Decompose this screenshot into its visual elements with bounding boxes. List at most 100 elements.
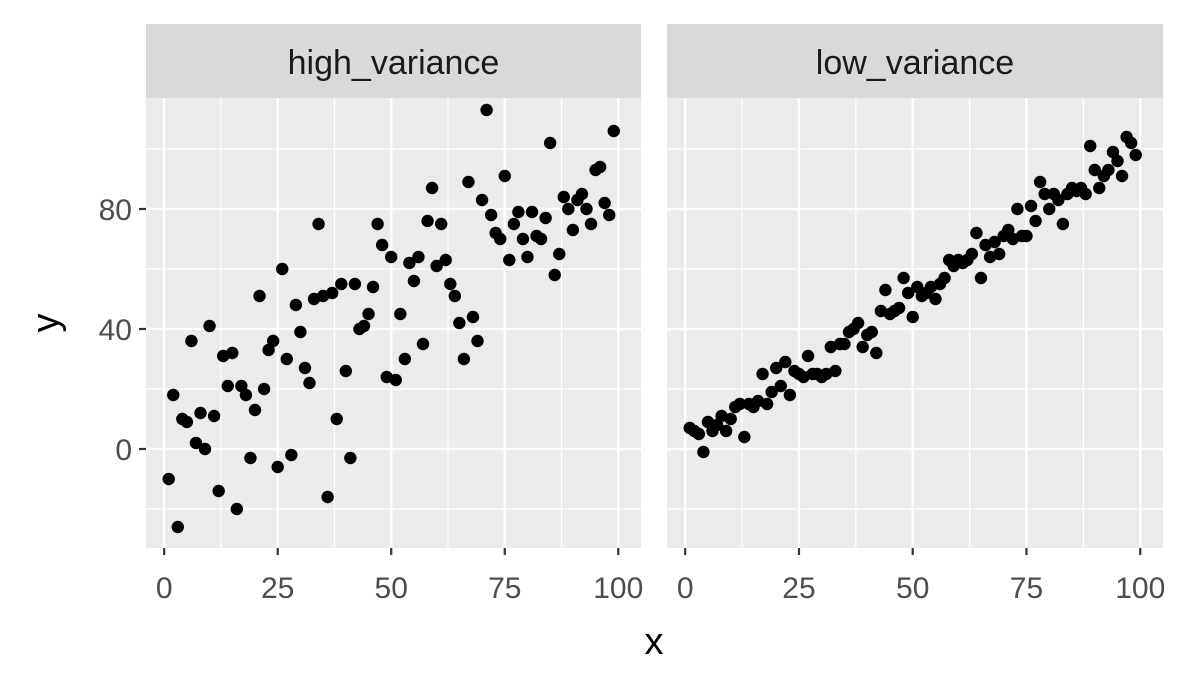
data-point [783,388,797,402]
y-tick-label: 0 [115,434,132,467]
data-point [1083,139,1097,153]
data-point [1088,163,1101,177]
data-point [1115,169,1129,183]
data-point [507,217,521,231]
data-point [375,238,389,252]
data-point [421,214,434,228]
data-point [1093,181,1106,195]
facet-panels: high_variance 0 25 50 75 100 low_variance 0 25 50… [146,24,1165,605]
data-point [770,361,783,375]
data-point [970,226,983,240]
x-axis: 0 25 50 75 100 [677,548,1165,605]
data-point [453,316,466,330]
data-point [719,424,733,438]
x-tick-label: 0 [677,572,694,605]
data-point [221,379,234,393]
data-point [965,247,979,261]
data-point [870,346,883,360]
data-point [171,520,184,534]
data-point [439,253,452,267]
data-point [185,334,198,348]
data-point [733,397,747,411]
y-tick-label: 40 [99,314,132,347]
data-point [865,325,878,339]
x-tick-label: 50 [375,572,408,605]
data-point [266,334,280,348]
x-tick-label: 25 [782,572,815,605]
x-tick-label: 25 [261,572,294,605]
data-point [344,451,357,465]
x-tick-label: 50 [896,572,929,605]
data-point [1024,199,1038,213]
data-point [484,208,498,222]
data-point [1111,154,1124,168]
data-point [603,208,616,222]
data-point [494,232,507,246]
data-point [1124,136,1138,150]
x-axis-title: x [645,621,664,663]
data-point [189,436,203,450]
data-point [448,289,462,303]
data-point [829,364,842,378]
data-point [298,361,312,375]
data-point [407,274,421,288]
data-point [856,340,869,354]
data-point [1038,187,1051,201]
x-axis: 0 25 50 75 100 [156,548,643,605]
data-point [1029,214,1042,228]
data-point [992,247,1006,261]
data-point [471,334,484,348]
y-axis: 0 40 80 [99,194,146,467]
x-tick-label: 100 [593,572,643,605]
data-point [575,187,589,201]
data-point [362,307,375,321]
data-point [974,271,988,285]
data-point [294,325,307,339]
data-point [1011,202,1024,216]
data-point [416,337,430,351]
data-point [892,301,906,315]
data-point [385,250,398,264]
data-point [512,205,525,219]
data-point [466,310,480,324]
data-point [389,373,402,387]
data-point [357,319,371,333]
data-point [516,232,530,246]
x-tick-label: 75 [488,572,521,605]
data-point [503,253,516,267]
data-point [430,259,443,273]
data-point [697,445,710,459]
data-point [760,397,774,411]
facet-strip [146,24,641,98]
data-point [462,175,475,189]
data-point [167,388,180,402]
data-point [598,196,611,210]
data-point [203,319,216,333]
data-point [607,124,620,138]
data-point [325,286,339,300]
data-point [348,277,362,291]
data-point [162,472,175,486]
data-points [162,103,620,534]
data-point [330,412,343,426]
data-point [897,271,910,285]
data-point [988,235,1001,249]
data-point [257,382,271,396]
data-point [756,367,769,381]
data-point [851,316,865,330]
data-point [194,406,207,420]
data-point [498,169,511,183]
data-point [226,346,239,360]
data-point [248,403,262,417]
data-point [692,427,706,441]
data-point [1056,217,1070,231]
facet-strip-label: high_variance [288,44,500,82]
data-point [394,307,407,321]
data-point [475,193,489,207]
data-point [1020,229,1033,243]
data-point [1052,193,1065,207]
data-point [534,232,548,246]
data-point [280,352,293,366]
data-point [779,355,792,369]
data-point [212,484,225,498]
